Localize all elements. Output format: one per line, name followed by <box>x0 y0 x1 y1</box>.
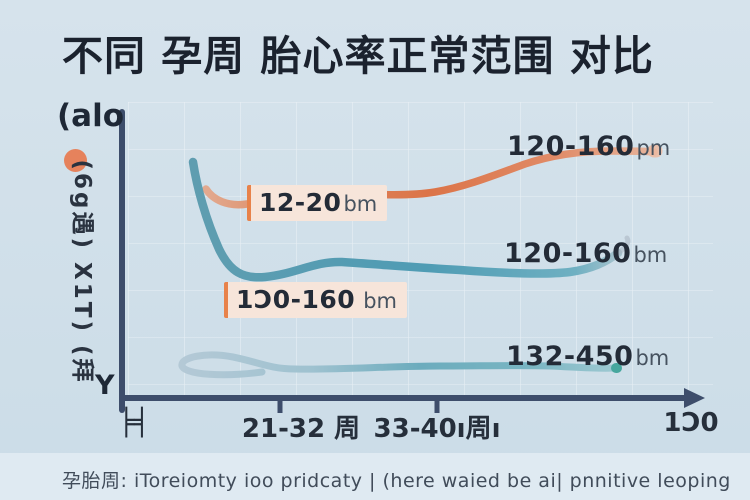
range-label-teal-end: 120-160 bm <box>504 238 667 269</box>
range-label-orange-start: 12-20 bm <box>247 185 388 221</box>
range-unit: bm <box>363 289 397 313</box>
teal-line-end-curl <box>615 235 631 256</box>
y-axis-side-label: (6g遇) X1T) (拜 <box>69 159 95 385</box>
range-unit: bm <box>635 346 670 370</box>
caption-strip: 孕胎周: iToreiomty ioo pridcaty | (here wai… <box>0 453 750 500</box>
range-value: 120-160 <box>504 238 632 269</box>
range-value: 1Ɔ0-160 <box>236 285 356 314</box>
range-value: 132-450 <box>506 341 634 372</box>
x-axis-arrow-icon <box>684 388 705 408</box>
x-tick-label-1: ╞╡ <box>118 408 150 438</box>
series-line-teal <box>188 157 623 282</box>
y-axis-origin-label: Y <box>95 370 115 401</box>
range-label-teal-start: 1Ɔ0-160 bm <box>224 282 407 318</box>
series-line-lightblue <box>178 351 620 379</box>
x-tick-label-2: 21-32 周 <box>241 414 361 444</box>
legend-dot-icon <box>64 149 87 172</box>
y-axis-top-label: (alo <box>57 98 125 134</box>
range-unit: bm <box>343 192 378 216</box>
range-value: 12-20 <box>259 188 342 217</box>
range-unit: pm <box>636 136 671 160</box>
range-value: 120-160 <box>507 131 635 162</box>
caption-text: 孕胎周: iToreiomty ioo pridcaty | (here wai… <box>62 470 731 492</box>
range-label-bottom-end: 132-450 bm <box>506 341 669 372</box>
range-unit: bm <box>633 243 668 267</box>
range-label-orange-end: 120-160 pm <box>507 131 670 162</box>
page-title: 不同 孕周 胎心率正常范围 对比 <box>62 32 654 80</box>
x-tick-label-4: 1Ɔ0 <box>663 408 719 438</box>
x-tick-label-3: 33-40ı周ı <box>373 414 501 444</box>
